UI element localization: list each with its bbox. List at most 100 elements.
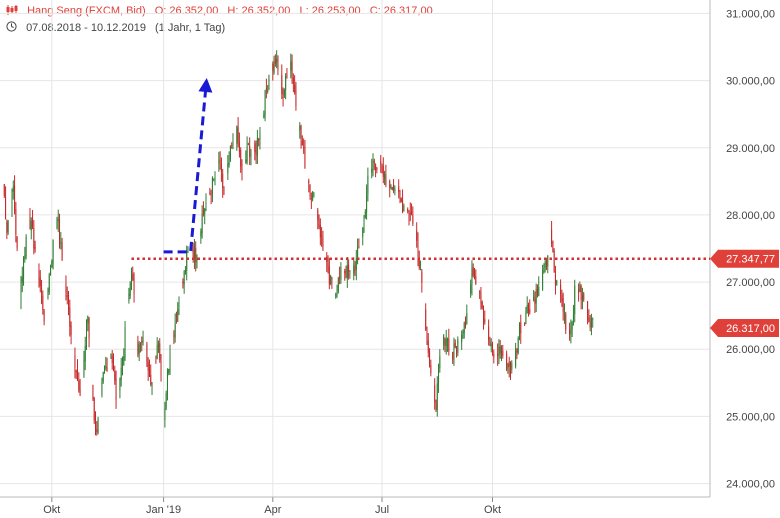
candle-body bbox=[205, 202, 207, 208]
candle-body bbox=[285, 75, 287, 90]
candle-body bbox=[75, 370, 77, 373]
candle-body bbox=[327, 262, 329, 268]
candle-body bbox=[12, 186, 14, 193]
candle-body bbox=[326, 257, 328, 262]
candle-body bbox=[182, 282, 184, 284]
candle-body bbox=[295, 90, 297, 107]
candle-body bbox=[580, 286, 582, 301]
candle-body bbox=[292, 77, 294, 84]
candle-body bbox=[129, 282, 131, 296]
candle-body bbox=[300, 126, 302, 140]
candle-body bbox=[349, 270, 351, 272]
candle-body bbox=[133, 277, 135, 294]
candle-body bbox=[312, 192, 314, 200]
candle-body bbox=[101, 381, 103, 395]
last-price-tag-label: 26.317,00 bbox=[726, 323, 775, 335]
candle-body bbox=[429, 351, 431, 364]
candle-body bbox=[259, 132, 261, 140]
candle-body bbox=[61, 243, 63, 261]
candle-body bbox=[340, 267, 342, 280]
candle-body bbox=[97, 418, 99, 434]
candle-body bbox=[52, 240, 54, 264]
candle-body bbox=[196, 254, 198, 262]
candle-body bbox=[178, 303, 180, 308]
candle-body bbox=[238, 142, 240, 152]
candle-body bbox=[589, 323, 591, 328]
candle-body bbox=[578, 289, 580, 294]
candle-body bbox=[106, 368, 108, 371]
x-tick-label: Jul bbox=[375, 504, 389, 516]
candle-body bbox=[222, 173, 224, 188]
candle-body bbox=[453, 344, 455, 361]
candle-body bbox=[364, 211, 366, 218]
candle-body bbox=[74, 355, 76, 368]
candle-body bbox=[436, 383, 438, 410]
candle-body bbox=[579, 284, 581, 293]
candle-body bbox=[132, 273, 134, 280]
candle-body bbox=[454, 342, 456, 348]
candle-body bbox=[533, 296, 535, 301]
candle-body bbox=[166, 371, 168, 394]
candle-body bbox=[345, 270, 347, 278]
candle-body bbox=[204, 209, 206, 215]
candle-body bbox=[444, 337, 446, 348]
candle-body bbox=[268, 75, 270, 90]
candle-body bbox=[146, 343, 148, 362]
candle-body bbox=[371, 168, 373, 173]
candle-body bbox=[574, 285, 576, 315]
candle-body bbox=[254, 143, 256, 152]
candle-body bbox=[484, 318, 486, 323]
candle-body bbox=[200, 231, 202, 237]
candle-body bbox=[438, 367, 440, 383]
candle-body bbox=[471, 268, 473, 285]
x-tick-label: Apr bbox=[264, 504, 281, 516]
candle-body bbox=[337, 278, 339, 292]
candle-body bbox=[77, 369, 79, 379]
candle-body bbox=[515, 349, 517, 367]
candle-body bbox=[177, 309, 179, 322]
candle-body bbox=[78, 380, 80, 390]
candle-body bbox=[474, 273, 476, 276]
candle-body bbox=[435, 402, 437, 412]
y-tick-label: 27.000,00 bbox=[726, 277, 775, 289]
candle-body bbox=[173, 335, 175, 337]
candle-body bbox=[552, 241, 554, 253]
chart-header: Hang Seng (FXCM, Bid) O: 26.352,00 H: 26… bbox=[6, 5, 439, 17]
candle-body bbox=[111, 356, 113, 363]
candle-body bbox=[376, 168, 378, 171]
clock-icon bbox=[6, 21, 20, 34]
candle-body bbox=[403, 205, 405, 212]
candle-body bbox=[130, 275, 132, 282]
close-value: C: 26.317,00 bbox=[369, 5, 433, 17]
candle-body bbox=[263, 114, 265, 118]
candle-body bbox=[308, 180, 310, 184]
candle-body bbox=[15, 209, 17, 235]
candle-body bbox=[175, 321, 177, 323]
candle-body bbox=[587, 301, 589, 320]
candle-body bbox=[247, 143, 249, 146]
candle-body bbox=[30, 220, 32, 231]
candle-body bbox=[32, 218, 34, 227]
candle-body bbox=[518, 324, 520, 339]
candle-body bbox=[65, 282, 67, 294]
candle-body bbox=[572, 314, 574, 320]
candle-body bbox=[412, 215, 414, 224]
candle-body bbox=[241, 163, 243, 171]
candle-body bbox=[457, 339, 459, 354]
candle-body bbox=[362, 227, 364, 237]
candle-body bbox=[507, 364, 509, 368]
candle-body bbox=[57, 218, 59, 222]
candle-body bbox=[150, 374, 152, 385]
candle-body bbox=[165, 393, 167, 408]
candle-body bbox=[411, 210, 413, 216]
candle-body bbox=[33, 227, 35, 249]
candle-body bbox=[219, 159, 221, 162]
candle-body bbox=[84, 345, 86, 362]
candle-body bbox=[110, 354, 112, 356]
candle-body bbox=[193, 245, 195, 259]
candle-body bbox=[50, 268, 52, 275]
candle-body bbox=[481, 301, 483, 308]
candle-body bbox=[160, 362, 162, 377]
candle-body bbox=[321, 235, 323, 237]
